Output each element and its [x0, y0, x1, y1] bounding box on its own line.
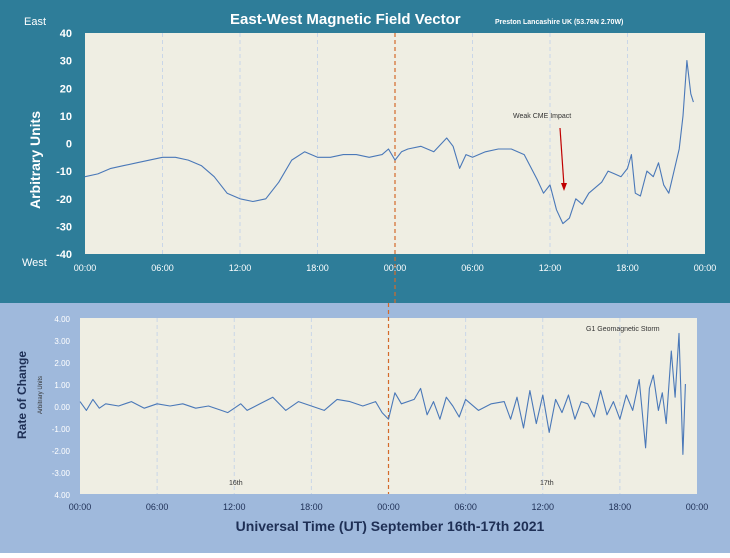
- x-tick-label: 00:00: [686, 502, 709, 512]
- day-label-16th: 16th: [229, 480, 243, 487]
- x-tick-label: 12:00: [229, 263, 252, 273]
- x-tick-label: 06:00: [454, 502, 477, 512]
- y-tick-label: -10: [56, 166, 72, 178]
- y-tick-label: 4.00: [54, 315, 70, 324]
- x-tick-label: 00:00: [694, 263, 717, 273]
- bottom-gridlines: [156, 303, 621, 494]
- y-tick-label: 2.00: [54, 359, 70, 368]
- x-tick-label: 12:00: [223, 502, 246, 512]
- top-chart-title: East-West Magnetic Field Vector: [230, 11, 461, 28]
- x-tick-label: 12:00: [531, 502, 554, 512]
- y-tick-label: -3.00: [52, 469, 71, 478]
- x-tick-label: 06:00: [461, 263, 484, 273]
- y-tick-label: 40: [60, 28, 72, 40]
- x-tick-label: 06:00: [151, 263, 174, 273]
- x-tick-label: 18:00: [300, 502, 323, 512]
- y-tick-label: -20: [56, 194, 72, 206]
- x-tick-label: 18:00: [616, 263, 639, 273]
- y-tick-label: 3.00: [54, 337, 70, 346]
- y-tick-label: 1.00: [54, 381, 70, 390]
- top-chart-subtitle: Preston Lancashire UK (53.76N 2.70W): [495, 19, 623, 26]
- x-tick-label: 00:00: [384, 263, 407, 273]
- series-line-east-west: [84, 60, 694, 225]
- bottom-y-axis-label: Rate of Change: [15, 351, 29, 439]
- top-series-group: [84, 60, 694, 225]
- x-tick-label: 12:00: [539, 263, 562, 273]
- y-tick-label: -1.00: [52, 425, 71, 434]
- x-tick-label: 18:00: [609, 502, 632, 512]
- y-tick-label: 30: [60, 56, 72, 68]
- y-tick-label: -2.00: [52, 447, 71, 456]
- y-tick-label: 0.00: [54, 403, 70, 412]
- bottom-y-axis-sublabel: Arbitrary Units: [38, 376, 44, 414]
- y-tick-label: -40: [56, 249, 72, 261]
- x-axis-title: Universal Time (UT) September 16th-17th …: [236, 518, 545, 534]
- series-line-rate-of-change: [79, 332, 686, 455]
- cme-arrow-head: [561, 183, 567, 191]
- x-tick-label: 00:00: [377, 502, 400, 512]
- west-label: West: [22, 257, 47, 269]
- day-label-17th: 17th: [540, 480, 554, 487]
- y-tick-label: -30: [56, 221, 72, 233]
- bottom-tick-labels: 00:00 06:00 12:00 18:00 00:00 06:00 12:00 18:00…: [52, 315, 709, 512]
- y-tick-label: 10: [60, 111, 72, 123]
- east-label: East: [24, 16, 46, 28]
- x-tick-label: 06:00: [146, 502, 169, 512]
- y-tick-label: 20: [60, 83, 72, 95]
- x-tick-label: 00:00: [74, 263, 97, 273]
- x-tick-label: 18:00: [306, 263, 329, 273]
- y-tick-label: 4.00: [54, 491, 70, 500]
- x-tick-label: 00:00: [69, 502, 92, 512]
- top-plot-area: [85, 33, 705, 254]
- cme-annotation-arrow: [559, 127, 565, 187]
- y-tick-label: 0: [66, 139, 72, 151]
- bottom-series-group: [79, 332, 686, 455]
- storm-annotation-label: G1 Geomagnetic Storm: [586, 326, 660, 333]
- cme-annotation-label: Weak CME Impact: [513, 113, 571, 120]
- top-gridlines: [162, 33, 628, 303]
- top-tick-labels: 00:00 06:00 12:00 18:00 00:00 06:00 12:00 18:00…: [56, 28, 716, 273]
- top-y-axis-label: Arbitrary Units: [27, 111, 43, 209]
